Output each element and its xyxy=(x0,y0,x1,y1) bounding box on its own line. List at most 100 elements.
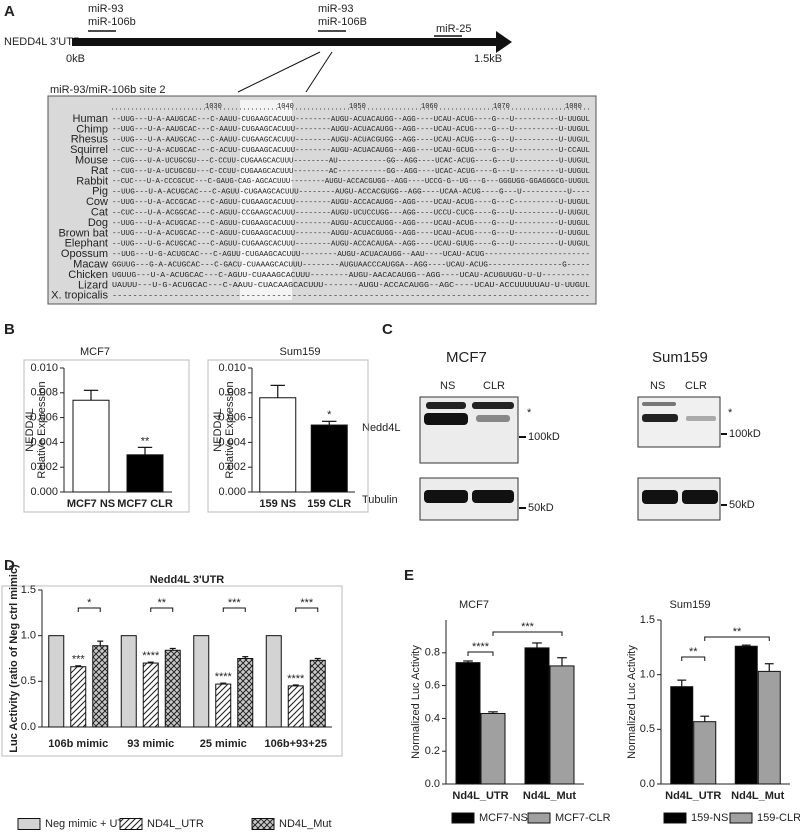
ruler-label: 1040 xyxy=(277,103,294,111)
legend-label: MCF7-CLR xyxy=(555,812,611,824)
y-axis-label: Normalized Luc Activity xyxy=(410,645,422,759)
y-tick-label: 0.002 xyxy=(30,461,58,473)
band xyxy=(686,416,716,421)
site-label: miR-93 xyxy=(318,3,353,15)
sequence: ----------------------------------------… xyxy=(112,293,590,301)
bar xyxy=(757,670,781,785)
band xyxy=(472,402,514,409)
panel-label: C xyxy=(382,321,393,338)
bar xyxy=(126,454,164,493)
significance-bracket xyxy=(77,607,101,612)
y-tick-label: 1.5 xyxy=(21,584,36,596)
sequence: --UUG---U-A-AAUGCAC---C-AAUU-CUGAAGCACUU… xyxy=(112,126,590,134)
marker-size: 50kD xyxy=(528,502,554,514)
bar xyxy=(72,399,110,493)
chart-title: MCF7 xyxy=(459,599,489,611)
y-axis-label: Normalized Luc Activity xyxy=(626,645,638,759)
bar xyxy=(48,635,65,728)
chart-title: MCF7 xyxy=(80,346,110,358)
x-tick-label: Nd4L_Mut xyxy=(731,790,785,802)
panel-label: E xyxy=(404,567,414,584)
bar xyxy=(693,721,717,785)
error-bar xyxy=(169,647,176,651)
species: Dog xyxy=(88,217,108,229)
y-tick-label: 1.5 xyxy=(640,614,655,626)
error-bar xyxy=(220,682,227,685)
significance: ** xyxy=(689,646,698,658)
bar xyxy=(164,649,181,728)
y-axis-label: NEDD4L xyxy=(24,408,36,451)
zoom-line xyxy=(305,51,333,93)
y-tick-label: 1.0 xyxy=(640,669,655,681)
legend-swatch xyxy=(663,812,687,824)
ruler-label: 1080 xyxy=(565,103,582,111)
legend-label: ND4L_UTR xyxy=(147,818,204,830)
error-bar xyxy=(677,679,687,687)
y-tick-label: 0.0 xyxy=(640,778,655,790)
bar xyxy=(309,659,326,728)
sequence: --UUG---U-A-ACUGCAC---C-AGUU-CUGAAGCACUU… xyxy=(112,189,590,197)
ruler-label: 1050 xyxy=(349,103,366,111)
error-bar xyxy=(270,384,285,398)
legend-swatch xyxy=(17,818,41,830)
error-bar xyxy=(137,446,153,455)
sequence: --UUG---U-A-ACCGCAC---C-AGUU-CUGAAGCACUU… xyxy=(112,199,590,207)
lane-label: NS xyxy=(440,380,455,392)
y-axis-label: Relative Expression xyxy=(36,381,48,478)
bar xyxy=(193,635,210,728)
x-tick-label: Nd4L_UTR xyxy=(665,790,721,802)
legend-label: 159-NS xyxy=(691,812,728,824)
arrow-head xyxy=(496,31,512,53)
error-bar xyxy=(147,661,154,664)
chart-frame xyxy=(207,359,369,513)
marker-size: 100kD xyxy=(729,428,761,440)
significance: **** xyxy=(142,650,160,662)
marker-size: 50kD xyxy=(729,499,755,511)
bar xyxy=(310,424,348,493)
site-label: miR-25 xyxy=(436,23,471,35)
lane-label: NS xyxy=(650,380,665,392)
site-label: miR-93 xyxy=(88,3,123,15)
significance-bracket xyxy=(704,636,770,641)
bar xyxy=(549,665,575,785)
y-tick-label: 0.004 xyxy=(218,436,246,448)
error-bar xyxy=(314,657,321,661)
sequence: --CUG---U-A-UCUGCGU---C-CCUU-CUGAAGCACUU… xyxy=(112,157,590,165)
marker-size: 100kD xyxy=(528,431,560,443)
species: Lizard xyxy=(78,279,108,291)
y-tick-label: 0.0 xyxy=(425,778,440,790)
sequence: --UUG---U-A-ACUGCAC---C-AGUU-CUGAAGCACUU… xyxy=(112,220,590,228)
species: Human xyxy=(73,113,108,125)
chart-title: Sum159 xyxy=(280,346,321,358)
legend-label: MCF7-NS xyxy=(479,812,528,824)
species: Chicken xyxy=(68,269,108,281)
significance-bracket xyxy=(150,607,174,612)
sequence: --CUC---U-A-ACGGCAC---C-AGUU-CCGAAGCACUU… xyxy=(112,209,590,217)
species: Cow xyxy=(86,196,108,208)
panel-label: D xyxy=(4,557,15,574)
band xyxy=(424,490,468,503)
legend-swatch xyxy=(451,812,475,824)
site-label: miR-106b xyxy=(88,16,136,28)
error-bar xyxy=(83,389,99,401)
y-tick-label: 0.000 xyxy=(30,486,58,498)
band xyxy=(682,490,718,504)
bar xyxy=(455,662,481,785)
sequence: --UUG---U-A-AAUGCAC---C-AAUU-CUGAAGCACUU… xyxy=(112,116,590,124)
y-tick-label: 0.006 xyxy=(218,412,246,424)
sequence: --UUG---U-A-ACUGCAC---C-AGUU-CUGAAGCACUU… xyxy=(112,230,590,238)
y-axis-label: Luc Activity (ratio of Neg ctrl mimic) xyxy=(8,564,20,753)
x-tick-label: Nd4L_UTR xyxy=(452,790,508,802)
error-bar xyxy=(322,420,337,426)
bar xyxy=(215,683,232,728)
alignment-box xyxy=(47,95,597,305)
blot-title: MCF7 xyxy=(446,349,487,366)
y-tick-label: 0.5 xyxy=(21,675,36,687)
error-bar xyxy=(741,644,751,647)
species: Cat xyxy=(91,207,108,219)
y-tick-label: 0.6 xyxy=(425,680,440,692)
sequence: --UUG---U-A-AAUGCAC---C-AAUU-CUGAAGCACUU… xyxy=(112,137,590,145)
sequence: --UUG---U-G-ACUGCAC---C-AGUU-CUGAAGCACUU… xyxy=(112,251,590,259)
